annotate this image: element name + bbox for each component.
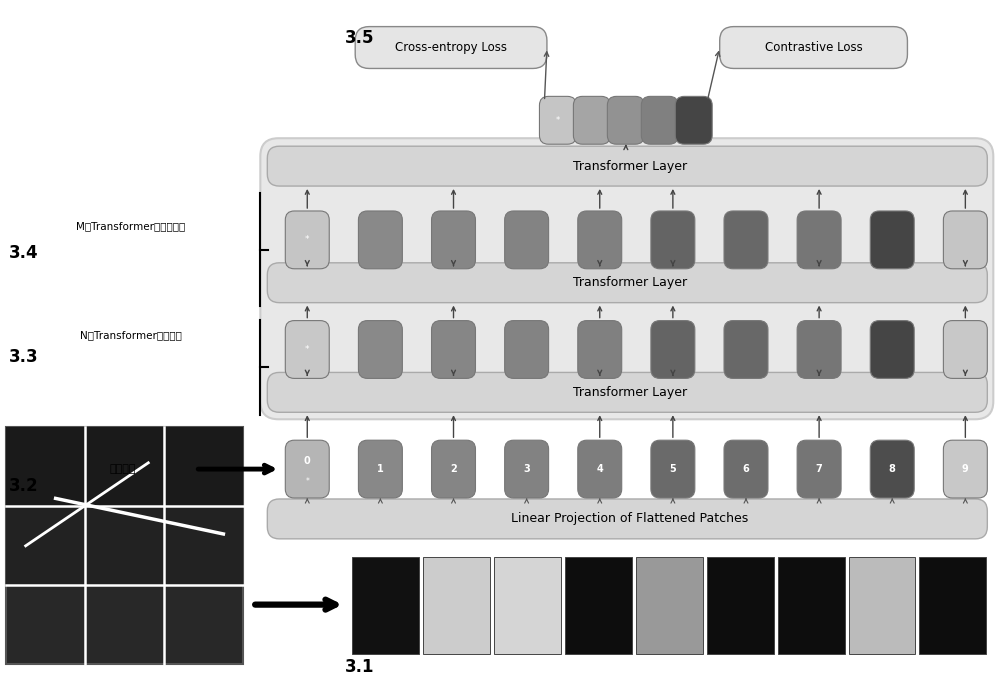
Bar	[636, 557, 703, 654]
FancyBboxPatch shape	[651, 321, 695, 378]
Bar	[6, 427, 243, 508]
FancyBboxPatch shape	[797, 321, 841, 378]
FancyBboxPatch shape	[720, 26, 907, 68]
FancyBboxPatch shape	[675, 96, 712, 144]
Bar	[352, 557, 419, 654]
FancyBboxPatch shape	[355, 26, 547, 68]
Text: *: *	[305, 345, 310, 354]
Text: Linear Projection of Flattened Patches: Linear Projection of Flattened Patches	[511, 513, 748, 525]
FancyBboxPatch shape	[943, 211, 987, 268]
FancyBboxPatch shape	[573, 96, 610, 144]
FancyBboxPatch shape	[267, 372, 987, 412]
FancyBboxPatch shape	[432, 321, 475, 378]
FancyBboxPatch shape	[870, 211, 914, 268]
Text: Transformer Layer: Transformer Layer	[573, 159, 687, 173]
Bar	[494, 557, 561, 654]
FancyBboxPatch shape	[724, 211, 768, 268]
Bar	[6, 508, 243, 586]
FancyBboxPatch shape	[358, 440, 402, 498]
Text: 3.3: 3.3	[9, 348, 38, 366]
Text: Cross-entropy Loss: Cross-entropy Loss	[395, 41, 507, 54]
Bar	[6, 427, 243, 664]
FancyBboxPatch shape	[578, 440, 622, 498]
FancyBboxPatch shape	[285, 440, 329, 498]
Bar	[778, 557, 845, 654]
FancyBboxPatch shape	[797, 211, 841, 268]
Text: *: *	[305, 235, 310, 244]
Text: Contrastive Loss: Contrastive Loss	[765, 41, 862, 54]
Text: 位置编码: 位置编码	[109, 464, 136, 474]
FancyBboxPatch shape	[285, 211, 329, 268]
Text: *: *	[305, 477, 309, 485]
Text: 4: 4	[596, 464, 603, 474]
Text: 2: 2	[450, 464, 457, 474]
Text: 3.4: 3.4	[9, 244, 38, 262]
Text: 3: 3	[523, 464, 530, 474]
Text: 0: 0	[304, 456, 311, 466]
FancyBboxPatch shape	[505, 211, 549, 268]
Text: *: *	[556, 116, 560, 125]
Text: 3.5: 3.5	[345, 28, 375, 47]
Text: 6: 6	[743, 464, 749, 474]
FancyBboxPatch shape	[724, 440, 768, 498]
Bar	[565, 557, 632, 654]
Text: Transformer Layer: Transformer Layer	[573, 276, 687, 290]
Text: M层Transformer图片块选择: M层Transformer图片块选择	[76, 221, 185, 231]
FancyBboxPatch shape	[539, 96, 576, 144]
Text: Transformer Layer: Transformer Layer	[573, 386, 687, 399]
Bar	[919, 557, 986, 654]
FancyBboxPatch shape	[797, 440, 841, 498]
Text: 8: 8	[889, 464, 896, 474]
FancyBboxPatch shape	[724, 321, 768, 378]
Text: 1: 1	[377, 464, 384, 474]
Bar	[423, 557, 490, 654]
Text: 9: 9	[962, 464, 969, 474]
FancyBboxPatch shape	[943, 440, 987, 498]
Text: 7: 7	[816, 464, 822, 474]
Text: 3.2: 3.2	[9, 477, 38, 495]
FancyBboxPatch shape	[651, 211, 695, 268]
FancyBboxPatch shape	[943, 321, 987, 378]
Text: N层Transformer特征提取: N层Transformer特征提取	[80, 331, 181, 340]
FancyBboxPatch shape	[870, 321, 914, 378]
FancyBboxPatch shape	[505, 440, 549, 498]
FancyBboxPatch shape	[870, 440, 914, 498]
FancyBboxPatch shape	[607, 96, 644, 144]
FancyBboxPatch shape	[432, 211, 475, 268]
FancyBboxPatch shape	[578, 321, 622, 378]
FancyBboxPatch shape	[358, 211, 402, 268]
FancyBboxPatch shape	[267, 499, 987, 539]
FancyBboxPatch shape	[267, 263, 987, 302]
FancyBboxPatch shape	[651, 440, 695, 498]
Bar	[849, 557, 915, 654]
FancyBboxPatch shape	[641, 96, 678, 144]
FancyBboxPatch shape	[358, 321, 402, 378]
FancyBboxPatch shape	[505, 321, 549, 378]
FancyBboxPatch shape	[432, 440, 475, 498]
FancyBboxPatch shape	[267, 146, 987, 186]
FancyBboxPatch shape	[260, 138, 993, 419]
FancyBboxPatch shape	[578, 211, 622, 268]
FancyBboxPatch shape	[285, 321, 329, 378]
Bar	[707, 557, 774, 654]
Text: 3.1: 3.1	[345, 658, 375, 677]
Text: 5: 5	[669, 464, 676, 474]
